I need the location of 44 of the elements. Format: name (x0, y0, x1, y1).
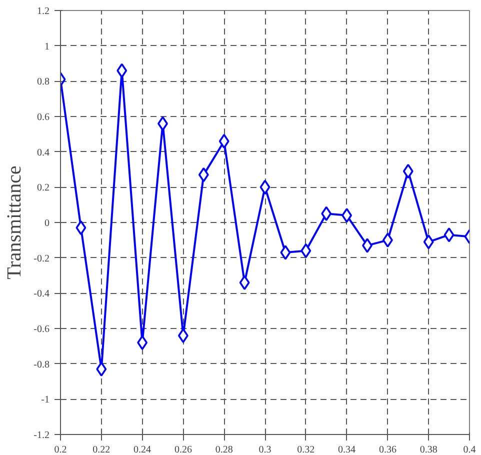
x-tick-label: 0.26 (174, 444, 192, 455)
y-tick-label: 0.4 (37, 147, 50, 158)
point (300, 243, 312, 258)
y-tick-label: 0.2 (37, 182, 50, 194)
y-tick-label: -1.2 (34, 430, 50, 441)
x-tick-label: 0.36 (378, 444, 396, 455)
y-tick-label: -0.4 (34, 288, 50, 300)
point (158, 116, 168, 131)
point (423, 234, 434, 250)
point (444, 227, 454, 242)
y-tick-label: 0 (44, 218, 50, 229)
x-tick-label: 0.3 (258, 444, 272, 455)
y-tick-label: -0.6 (34, 324, 50, 335)
x-tick-label: 0.28 (215, 444, 233, 455)
y-tick-label: 1.2 (37, 6, 50, 17)
y-axis-title: Transmittance (4, 166, 26, 280)
y-tick-label: 1 (44, 41, 50, 52)
point (116, 63, 128, 78)
y-tick-label: -0.8 (34, 359, 50, 370)
point (239, 275, 250, 290)
x-tick-label: 0.38 (420, 444, 438, 455)
point (382, 232, 393, 248)
x-tick-label: 0.22 (92, 444, 110, 455)
y-tick-label: -0.2 (34, 253, 50, 264)
x-tick-label: 0.32 (297, 444, 315, 455)
x-tick-label: 0.24 (134, 444, 152, 455)
point (76, 220, 86, 236)
point (198, 167, 209, 182)
point (280, 245, 291, 260)
y-tick-label: 0.8 (37, 76, 50, 88)
point (362, 238, 372, 253)
point (218, 134, 230, 149)
x-tick-label: 0.4 (463, 444, 476, 455)
x-tick-label: 0.34 (338, 444, 356, 455)
point (96, 362, 107, 377)
x-tick-label: 0.2 (54, 444, 67, 455)
y-tick-label: -1 (41, 394, 50, 406)
point (342, 208, 352, 223)
point (178, 328, 188, 343)
point (137, 335, 148, 350)
point (260, 180, 270, 195)
point (402, 164, 414, 179)
y-tick-label: 0.6 (37, 112, 50, 123)
point (321, 206, 332, 222)
